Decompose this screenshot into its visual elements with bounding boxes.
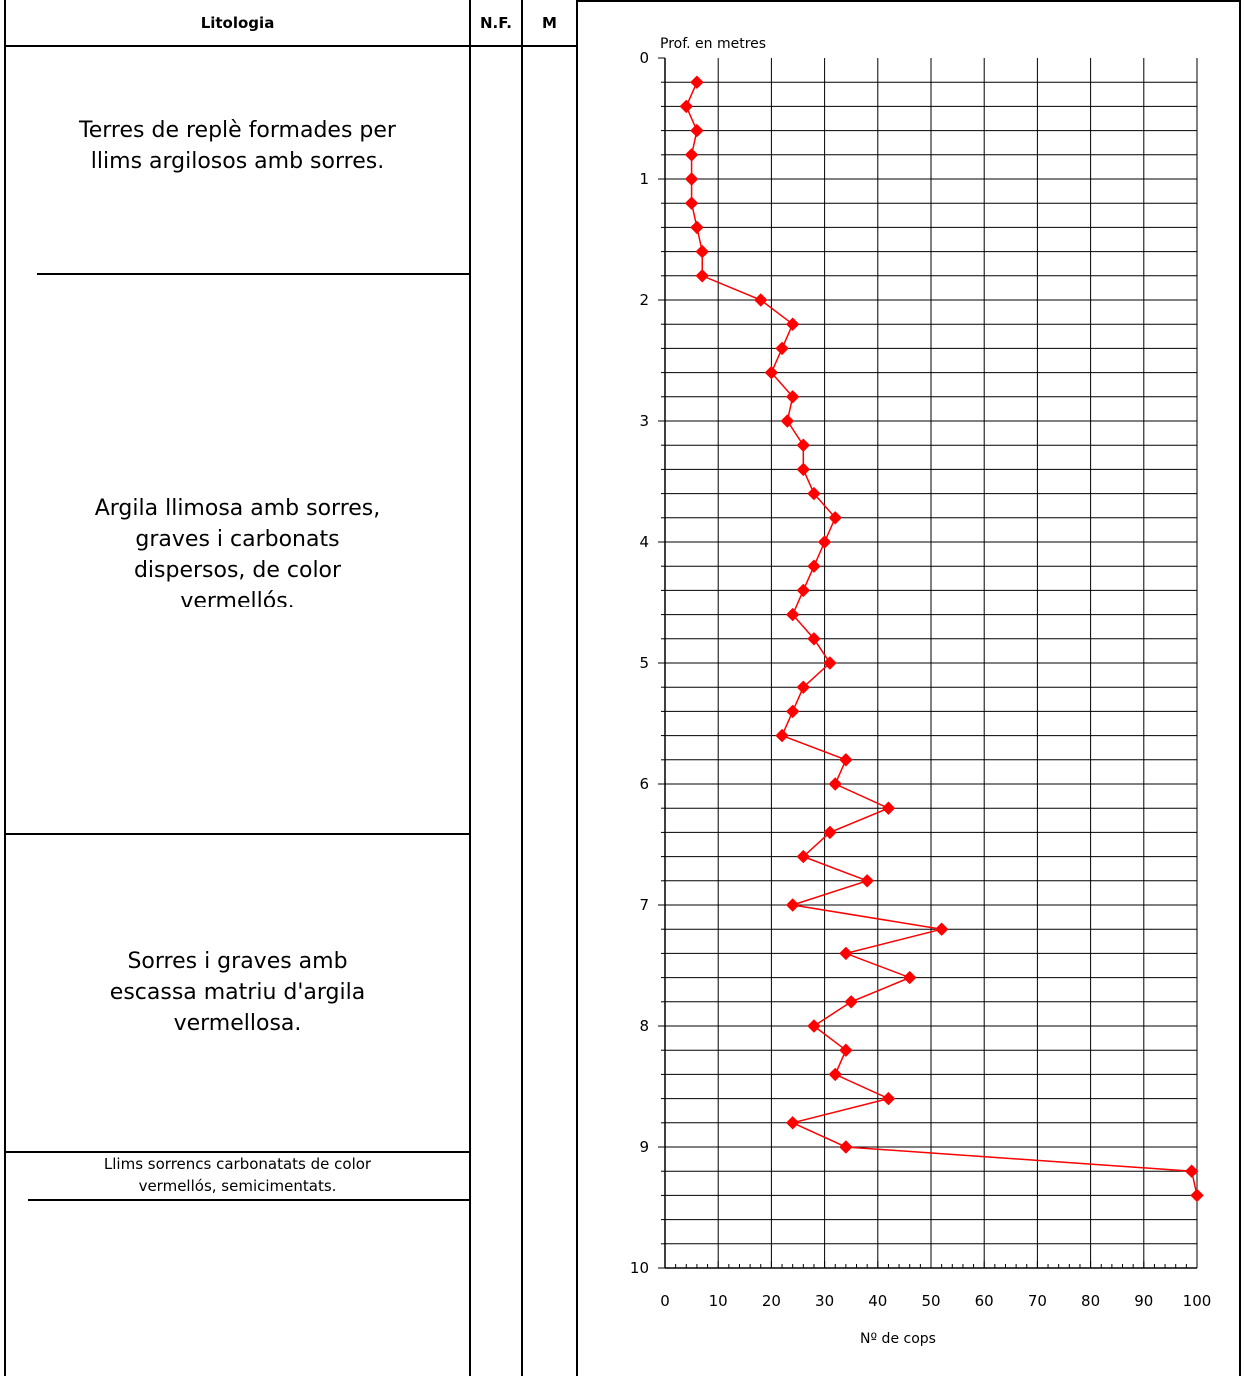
data-point: [796, 849, 811, 864]
x-tick-label: 30: [815, 1292, 834, 1310]
y-tick-label: 6: [639, 775, 649, 793]
data-point: [823, 825, 837, 840]
data-point: [780, 414, 795, 428]
y-tick-label: 2: [639, 291, 649, 309]
x-tick-label: 80: [1081, 1292, 1100, 1310]
data-point: [903, 970, 917, 985]
data-point: [844, 995, 858, 1009]
data-point: [1190, 1188, 1204, 1203]
y-axis-label: Prof. en metres: [660, 36, 766, 52]
data-point: [828, 511, 842, 525]
layer-2-description: Argila llimosa amb sorres, graves i carb…: [94, 496, 381, 607]
y-tick-label: 0: [639, 49, 649, 67]
x-tick-label: 40: [868, 1292, 887, 1310]
data-point: [690, 123, 704, 138]
x-tick-label: 70: [1028, 1292, 1047, 1310]
data-point: [796, 680, 811, 694]
layer-1-description: Terres de replè formades per llims argil…: [79, 118, 396, 174]
data-point: [785, 390, 800, 404]
layer-3-description: Sorres i graves amb escassa matriu d'arg…: [109, 949, 366, 1036]
x-tick-label: 50: [921, 1292, 940, 1310]
data-point: [775, 341, 789, 356]
x-tick-label: 100: [1183, 1292, 1212, 1310]
data-point: [839, 1140, 853, 1154]
x-tick-label: 0: [660, 1292, 670, 1310]
nf-header: N.F.: [480, 14, 512, 32]
data-point: [1184, 1164, 1199, 1178]
data-point: [807, 486, 821, 501]
data-point: [785, 1116, 800, 1130]
data-point: [695, 269, 709, 283]
y-tick-label: 7: [639, 896, 649, 914]
data-point: [785, 607, 800, 622]
data-point: [690, 220, 704, 235]
lithology-header: Litologia: [200, 14, 275, 32]
data-point: [807, 632, 821, 646]
data-point: [796, 438, 811, 452]
data-point: [796, 583, 811, 598]
data-point: [839, 1043, 853, 1057]
data-point: [839, 946, 853, 961]
data-point: [684, 172, 699, 186]
data-point: [828, 1067, 842, 1082]
chart-grid: [665, 58, 1198, 1269]
data-point: [807, 559, 821, 573]
data-point: [775, 728, 789, 743]
data-point: [860, 874, 874, 888]
x-tick-label: 90: [1134, 1292, 1153, 1310]
data-point: [785, 317, 800, 331]
y-tick-label: 1: [639, 170, 649, 188]
y-tick-label: 3: [639, 412, 649, 430]
data-point: [881, 1091, 896, 1106]
data-point: [764, 365, 779, 380]
data-point: [796, 462, 811, 477]
y-tick-label: 5: [639, 654, 649, 672]
data-point: [934, 922, 949, 936]
layer-4-description: Llims sorrencs carbonatats de color verm…: [103, 1155, 372, 1195]
data-point: [695, 244, 709, 259]
y-tick-label: 4: [639, 533, 649, 551]
y-tick-label: 10: [630, 1259, 649, 1277]
m-header: M: [542, 14, 557, 32]
y-tick-label: 9: [639, 1138, 649, 1156]
x-tick-label: 10: [709, 1292, 728, 1310]
data-point: [823, 656, 837, 670]
data-point: [679, 99, 693, 114]
data-point: [807, 1019, 821, 1033]
data-point: [754, 293, 768, 307]
x-axis-label: Nº de cops: [860, 1331, 936, 1347]
data-point: [881, 801, 896, 815]
data-point: [690, 75, 704, 89]
data-point: [785, 704, 800, 719]
data-point: [828, 777, 842, 791]
data-point: [684, 196, 699, 210]
x-tick-label: 60: [975, 1292, 994, 1310]
data-point: [817, 535, 832, 549]
data-point: [839, 753, 853, 767]
data-point: [684, 148, 699, 162]
x-tick-label: 20: [762, 1292, 781, 1310]
chart-series: [679, 75, 1204, 1203]
data-point: [785, 898, 800, 912]
y-tick-label: 8: [639, 1017, 649, 1035]
